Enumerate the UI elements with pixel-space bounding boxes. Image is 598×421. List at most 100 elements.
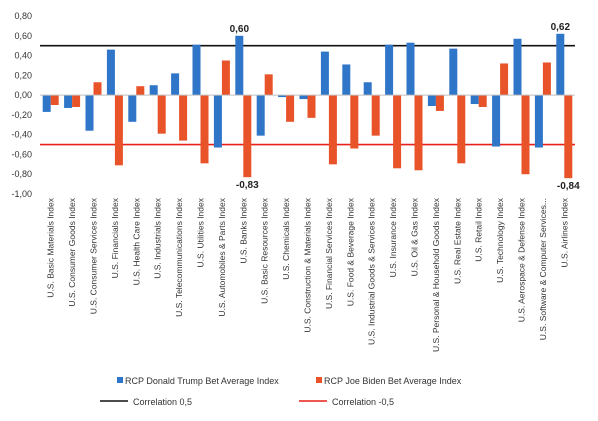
biden-bar (221, 60, 230, 96)
category-label: U.S. Oil & Gas Index (410, 197, 420, 276)
trump-bar (149, 85, 158, 96)
y-tick-label: 0,80 (14, 11, 32, 21)
biden-bar (478, 95, 487, 107)
y-tick-label: -0,40 (11, 130, 32, 140)
category-label: U.S. Consumer Services Index (89, 197, 99, 314)
category-label: U.S. Construction & Materials Index (303, 197, 313, 332)
trump-bar (406, 42, 415, 96)
biden-bar (200, 95, 209, 164)
category-label: U.S. Airlines Index (559, 197, 569, 267)
category-label: U.S. Financials Index (110, 197, 120, 278)
biden-bar (521, 95, 530, 175)
biden-bar (500, 63, 509, 96)
y-tick-label: -0,80 (11, 169, 32, 179)
category-label: U.S. Financial Services Index (324, 197, 334, 309)
legend-biden-swatch (316, 377, 322, 383)
biden-bar (542, 62, 551, 96)
y-tick-label: -0,60 (11, 149, 32, 159)
y-tick-label: -0,20 (11, 110, 32, 120)
bars (42, 33, 573, 179)
category-label: U.S. Automobiles & Parts Index (217, 197, 227, 316)
category-label: U.S. Real Estate Index (452, 197, 462, 284)
trump-bar (64, 95, 73, 108)
biden-bar (414, 95, 423, 171)
category-label: U.S. Retail Index (474, 197, 484, 262)
category-label: U.S. Industrial Goods & Services Index (367, 197, 377, 345)
category-label: U.S. Telecommunications Index (174, 197, 184, 317)
y-tick-label: 0,20 (14, 70, 32, 80)
biden-bar (93, 82, 102, 96)
trump-bar (128, 95, 137, 122)
trump-bar (85, 95, 94, 131)
y-tick-label: 0,60 (14, 31, 32, 41)
trump-bar (556, 33, 565, 96)
category-label: U.S. Chemicals Index (281, 197, 291, 279)
category-label: U.S. Health Care Index (131, 197, 141, 285)
category-label: U.S. Technology Index (495, 197, 505, 283)
biden-bar (564, 95, 573, 179)
trump-bar (192, 44, 201, 96)
biden-bar (114, 95, 123, 166)
biden-bar (50, 95, 59, 105)
legend: RCP Donald Trump Bet Average Index RCP Jo… (100, 376, 462, 407)
y-axis-ticks: 0,80 0,60 0,40 0,20 0,00 -0,20 -0,40 -0,60 -0,80… (11, 11, 32, 199)
trump-bar (213, 95, 222, 148)
trump-bar (106, 49, 115, 96)
category-label: U.S. Basic Materials Index (46, 197, 56, 297)
biden-bar (457, 95, 466, 164)
category-label: U.S. Food & Beverage Index (345, 197, 355, 306)
trump-bar (278, 95, 287, 98)
trump-bar (42, 95, 51, 112)
legend-correlation-negative-label: Correlation -0,5 (332, 397, 394, 407)
biden-bar (371, 95, 380, 136)
trump-bar (256, 95, 265, 136)
biden-bar (243, 95, 252, 178)
biden-bar (307, 95, 316, 118)
biden-bar (157, 95, 166, 134)
biden-bar (136, 86, 145, 96)
biden-bar (286, 95, 295, 122)
y-tick-label: 0,40 (14, 51, 32, 61)
legend-biden-label: RCP Joe Biden Bet Average Index (324, 376, 462, 386)
trump-bar (235, 35, 244, 96)
trump-bar (449, 48, 458, 96)
category-label: U.S. Aerospace & Defense Index (517, 197, 527, 322)
x-axis-labels: U.S. Basic Materials Index U.S. Consumer … (46, 197, 570, 352)
data-label: 0,60 (230, 24, 250, 35)
category-label: U.S. Industrials Index (153, 197, 163, 279)
y-tick-label: 0,00 (14, 90, 32, 100)
category-label: U.S. Utilities Index (196, 197, 206, 267)
trump-bar (363, 82, 372, 96)
trump-bar (171, 73, 180, 96)
category-label: U.S. Banks Index (238, 197, 248, 263)
biden-bar (435, 95, 444, 111)
biden-bar (393, 95, 402, 169)
trump-bar (342, 64, 351, 96)
data-label: 0,62 (551, 22, 571, 33)
data-label: -0,84 (557, 181, 580, 192)
data-label: -0,83 (236, 180, 259, 191)
trump-bar (427, 95, 436, 106)
data-labels: 0,60 -0,83 0,62 -0,84 (230, 22, 581, 192)
biden-bar (264, 74, 273, 96)
category-label: U.S. Basic Resources Index (260, 197, 270, 304)
biden-bar (350, 95, 359, 149)
trump-bar (320, 51, 329, 96)
biden-bar (328, 95, 337, 165)
trump-bar (513, 38, 522, 96)
trump-bar (492, 95, 501, 147)
trump-bar (385, 44, 394, 96)
trump-bar (534, 95, 543, 148)
category-label: U.S. Personal & Household Goods Index (431, 197, 441, 352)
trump-bar (299, 95, 308, 100)
trump-bar (470, 95, 479, 105)
biden-bar (179, 95, 188, 141)
y-tick-label: -1,00 (11, 189, 32, 199)
category-label: U.S. Consumer Goods Index (67, 197, 77, 306)
biden-bar (72, 95, 81, 107)
legend-trump-swatch (117, 377, 123, 383)
legend-trump-label: RCP Donald Trump Bet Average Index (125, 376, 279, 386)
legend-correlation-positive-label: Correlation 0,5 (133, 397, 192, 407)
category-label: U.S. Insurance Index (388, 197, 398, 277)
